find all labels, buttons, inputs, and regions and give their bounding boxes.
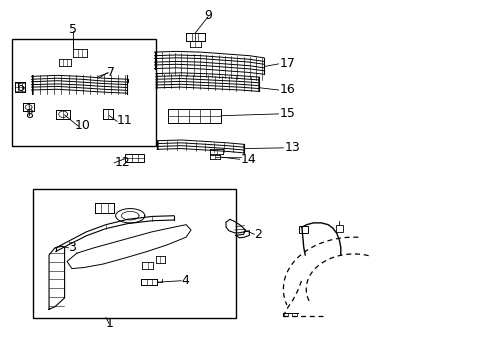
Text: 4: 4 [181, 274, 189, 287]
Text: 1: 1 [105, 318, 113, 330]
Bar [33, 189, 236, 318]
Text: 14: 14 [240, 153, 256, 166]
Text: 7: 7 [107, 66, 115, 79]
Bar [12, 39, 155, 146]
Text: 3: 3 [68, 241, 76, 255]
Text: 5: 5 [69, 23, 77, 36]
Text: 13: 13 [284, 141, 300, 154]
Bar [298, 226, 307, 233]
Text: 9: 9 [203, 9, 211, 22]
Bar [125, 154, 143, 162]
Text: 6: 6 [16, 81, 24, 94]
Text: 15: 15 [279, 107, 295, 120]
Text: 8: 8 [25, 108, 33, 121]
Bar [335, 225, 342, 232]
Bar [167, 109, 221, 123]
Text: 11: 11 [117, 114, 133, 127]
Text: 12: 12 [114, 156, 130, 169]
Text: 16: 16 [279, 84, 295, 96]
Text: 2: 2 [254, 228, 262, 241]
Text: 17: 17 [279, 57, 295, 71]
Text: 10: 10 [74, 119, 90, 132]
